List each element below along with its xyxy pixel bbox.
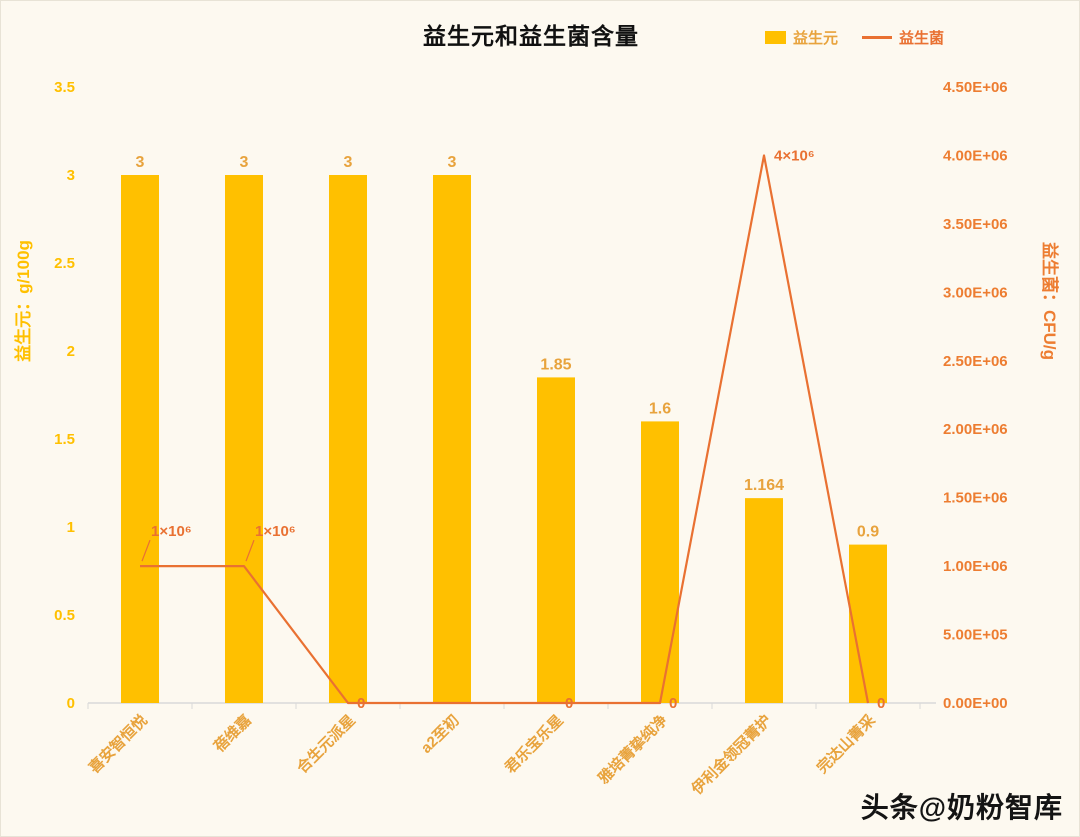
category-label: 合生元派星 — [292, 711, 358, 777]
bar — [745, 498, 783, 703]
left-axis-title: 益生元：g/100g — [13, 240, 33, 362]
bar-value-label: 3 — [136, 154, 145, 171]
right-axis-tick: 3.50E+06 — [943, 216, 1008, 233]
bar-value-label: 3 — [240, 154, 249, 171]
left-axis-tick: 1 — [67, 519, 75, 536]
legend-label-prebiotic: 益生元 — [792, 30, 838, 47]
right-axis-title: 益生菌：CFU/g — [1040, 242, 1060, 360]
left-axis-tick: 3 — [67, 167, 75, 184]
category-label: 伊利金领冠菁护 — [687, 711, 775, 799]
category-label: 蓓维嘉 — [210, 711, 255, 756]
right-axis-tick: 4.00E+06 — [943, 147, 1008, 164]
right-axis-tick: 4.50E+06 — [943, 79, 1008, 96]
bar — [849, 544, 887, 703]
left-axis-tick: 2 — [67, 343, 75, 360]
left-axis-tick: 2.5 — [54, 255, 75, 272]
chart-title: 益生元和益生菌含量 — [423, 23, 639, 49]
category-label: 喜安智恒悦 — [85, 711, 151, 777]
legend-item-prebiotic: 益生元 — [764, 27, 838, 48]
right-axis-tick: 2.50E+06 — [943, 353, 1008, 370]
bar — [329, 175, 367, 703]
category-label: a2至初 — [417, 711, 463, 757]
bar — [641, 421, 679, 703]
bar-value-label: 3 — [448, 154, 457, 171]
legend: 益生元 益生菌 — [764, 27, 944, 48]
line-swatch-icon — [861, 36, 892, 39]
probiotic-line — [140, 154, 870, 705]
legend-label-probiotic: 益生菌 — [898, 30, 944, 47]
line-value-label: 0 — [877, 695, 885, 712]
left-axis-tick: 3.5 — [54, 79, 75, 96]
label-leader-line — [141, 539, 151, 562]
left-axis-tick: 0.5 — [54, 607, 75, 624]
right-axis-tick: 5.00E+05 — [943, 627, 1008, 644]
right-axis-tick: 1.00E+06 — [943, 558, 1008, 575]
line-value-label: 0 — [669, 695, 677, 712]
right-axis-tick: 0.00E+00 — [943, 695, 1008, 712]
bar-value-label: 1.164 — [744, 477, 784, 494]
bar-value-label: 0.9 — [857, 524, 879, 541]
bar — [433, 175, 471, 703]
bar — [537, 377, 575, 703]
right-axis-tick: 3.00E+06 — [943, 284, 1008, 301]
legend-item-probiotic: 益生菌 — [861, 27, 944, 48]
bar — [225, 175, 263, 703]
left-axis-tick: 0 — [67, 695, 75, 712]
watermark: 头条@奶粉智库 — [860, 792, 1063, 823]
line-value-label: 4×10⁶ — [774, 147, 815, 164]
category-label: 君乐宝乐星 — [501, 711, 567, 777]
line-value-label: 0 — [357, 695, 365, 712]
line-value-label: 0 — [565, 695, 573, 712]
bar-value-label: 3 — [344, 154, 353, 171]
bar-swatch-icon — [764, 31, 786, 44]
bar-value-label: 1.6 — [649, 400, 671, 417]
bar — [121, 175, 159, 703]
line-value-label: 1×10⁶ — [151, 523, 192, 540]
right-axis-tick: 1.50E+06 — [943, 490, 1008, 507]
category-label: 雅培菁挚纯净 — [594, 711, 671, 788]
right-axis-tick: 2.00E+06 — [943, 421, 1008, 438]
label-leader-line — [245, 539, 255, 562]
category-label: 完达山菁采 — [813, 710, 879, 776]
bar-value-label: 1.85 — [540, 356, 571, 373]
left-axis-tick: 1.5 — [54, 431, 75, 448]
line-value-label: 1×10⁶ — [255, 523, 296, 540]
